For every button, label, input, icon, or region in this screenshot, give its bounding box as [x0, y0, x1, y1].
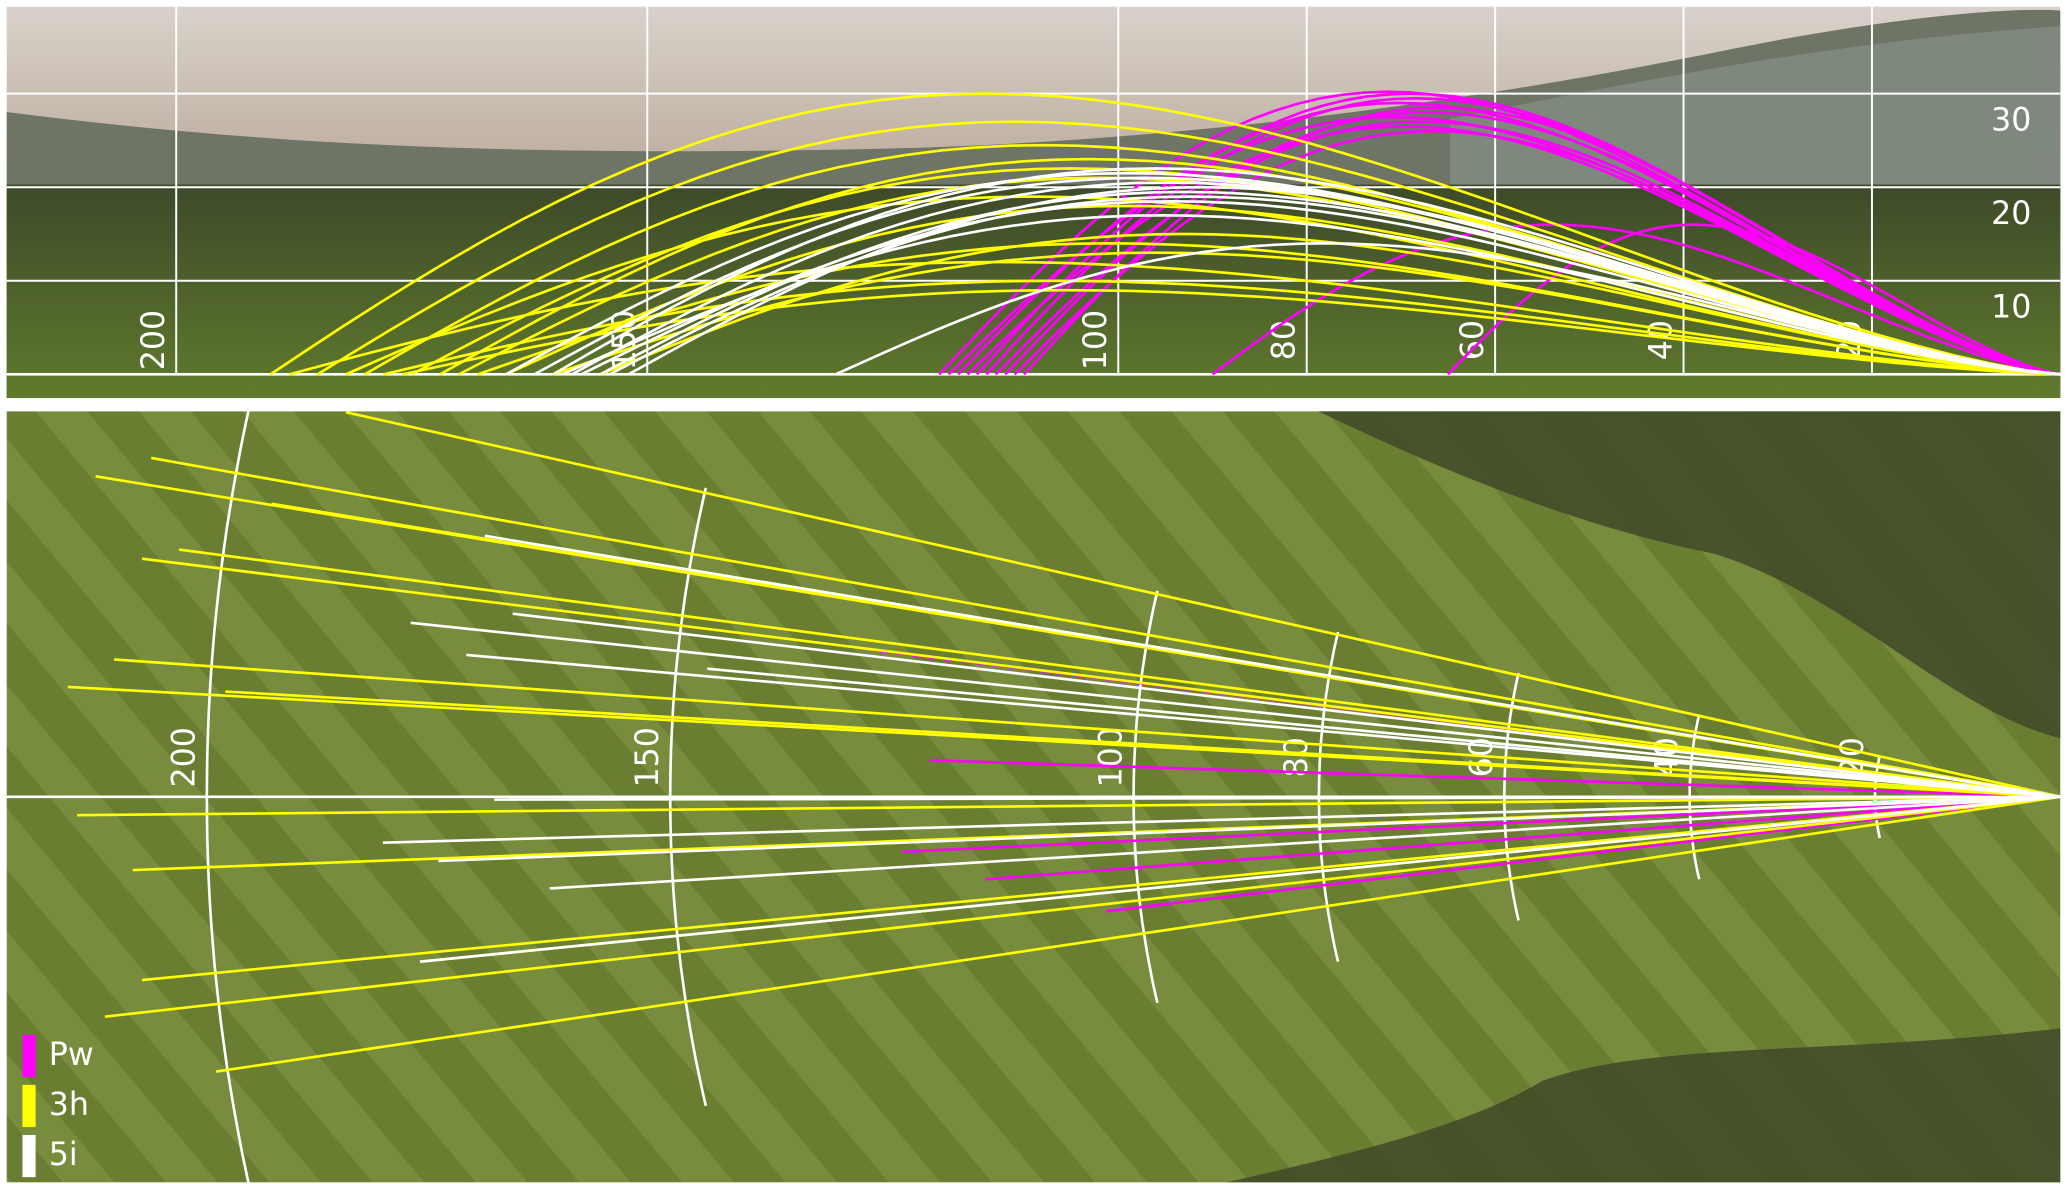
y-tick-label: 30 — [1991, 102, 2031, 138]
shot-line — [150, 456, 2061, 799]
x-tick-label: 80 — [1267, 320, 1303, 360]
shot-line — [141, 795, 2061, 982]
shot-line — [438, 795, 2061, 863]
trajectory — [269, 92, 2061, 376]
x-tick-label: 200 — [167, 727, 203, 787]
trajectory — [505, 171, 2061, 376]
shot-line — [707, 667, 2061, 799]
distance-arc — [1132, 590, 1159, 1004]
shot-line — [985, 795, 2061, 881]
trajectory — [835, 242, 2061, 376]
shot-line — [141, 557, 2061, 799]
distance-arc — [668, 487, 708, 1107]
x-tick-label: 60 — [1455, 320, 1491, 360]
trajectory — [1211, 223, 2061, 376]
trajectory — [561, 213, 2061, 376]
legend-swatch — [22, 1034, 36, 1077]
shot-line — [215, 795, 2061, 1073]
legend: Pw 3h 5i — [22, 1034, 94, 1178]
legend-label: 5i — [49, 1137, 78, 1173]
shot-line — [178, 548, 2061, 799]
x-tick-label: 150 — [630, 727, 666, 787]
legend-swatch — [22, 1084, 36, 1128]
trajectory — [402, 288, 2061, 376]
x-tick-label: 200 — [136, 310, 172, 370]
shot-line — [929, 758, 2061, 799]
shot-line — [345, 411, 2061, 799]
shot-line — [77, 795, 2061, 817]
shot-line — [225, 690, 2061, 799]
y-tick-label: 10 — [1991, 289, 2031, 325]
trajectory — [552, 167, 2061, 376]
trajectory — [580, 199, 2061, 376]
x-tick-label: 100 — [1078, 310, 1114, 370]
trajectory — [477, 242, 2061, 376]
shot-line — [419, 795, 2061, 964]
shot-line — [466, 653, 2061, 799]
side-background — [6, 6, 2061, 399]
shot-line — [104, 795, 2061, 1018]
trajectory — [288, 260, 2061, 376]
shot-line — [382, 795, 2061, 844]
shot-line — [494, 795, 2061, 801]
shot-line — [410, 621, 2061, 799]
shot-line — [114, 658, 2061, 799]
shot-line — [512, 612, 2061, 799]
distance-arc — [205, 411, 250, 1183]
trajectory — [383, 279, 2061, 376]
shot-line — [549, 795, 2061, 890]
shot-line — [901, 795, 2061, 854]
shot-line — [484, 534, 2061, 799]
trajectory — [1013, 129, 2061, 376]
x-tick-label: 100 — [1094, 727, 1130, 787]
legend-label: 3h — [49, 1087, 89, 1123]
y-tick-label: 20 — [1991, 196, 2031, 232]
legend-swatch — [22, 1134, 36, 1178]
legend-label: Pw — [49, 1037, 94, 1073]
